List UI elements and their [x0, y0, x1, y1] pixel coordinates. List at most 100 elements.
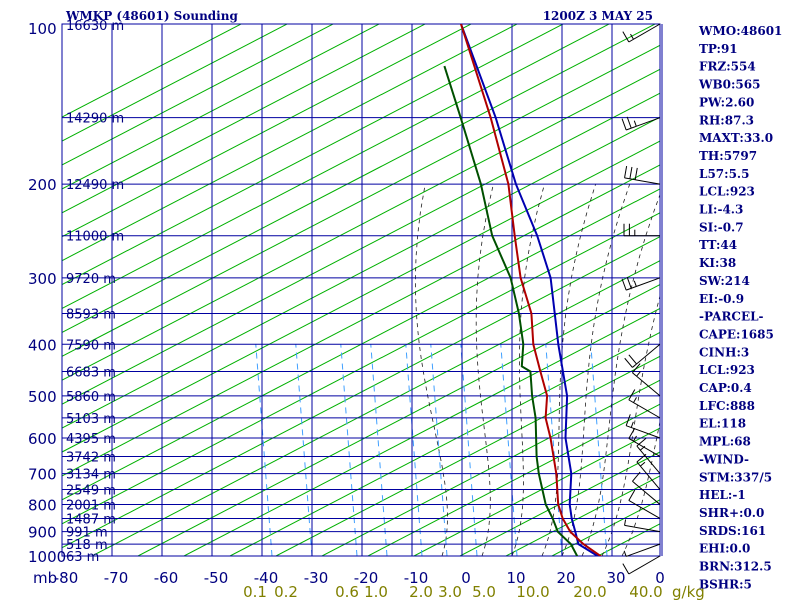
index-label: EL:118: [699, 417, 746, 431]
pressure-unit-label: mb: [33, 569, 57, 587]
height-label: 9720 m: [66, 272, 116, 287]
wind-barb-flag: [628, 489, 636, 501]
dry-adiabat-line: [413, 427, 660, 556]
temperature-tick-label: -10: [404, 569, 429, 587]
temperature-tick-label: 0: [655, 569, 665, 587]
sounding-series: [443, 24, 603, 556]
temperature-tick-label: -60: [154, 569, 179, 587]
dry-adiabat-line: [275, 355, 660, 556]
dry-adiabat-line: [459, 451, 660, 556]
wind-barb-staff: [632, 480, 661, 505]
wind-barb-staff: [632, 372, 661, 397]
index-label: STM:337/5: [699, 470, 772, 484]
wind-barb: [623, 543, 661, 557]
moist-adiabat-line: [414, 184, 448, 556]
wind-barb-staff: [626, 543, 661, 557]
dry-adiabat-line: [62, 236, 660, 549]
wind-barb-flag: [628, 389, 636, 401]
dewpoint-line: [443, 65, 579, 556]
wind-barb-flag: [630, 33, 634, 40]
wind-barb: [624, 343, 661, 368]
wind-barb: [628, 389, 661, 419]
mixing-ratio-tick-label: 0.2: [274, 583, 298, 600]
wind-barb-flag: [636, 371, 641, 377]
wind-barb-flag: [633, 120, 637, 127]
wind-barb-flag: [632, 363, 641, 374]
mixing-ratio-line: [255, 344, 273, 556]
temperature-line: [460, 24, 603, 556]
wind-barb-flag: [629, 166, 633, 179]
wind-barb: [628, 489, 661, 519]
wind-barb-flag: [633, 435, 637, 442]
index-label: -WIND-: [699, 452, 749, 466]
mixing-ratio-tick-label: 3.0: [438, 583, 462, 600]
moist-adiabat-line: [601, 294, 660, 556]
wind-barb: [625, 414, 661, 439]
wind-barb-staff: [636, 445, 661, 474]
wind-barb-flag: [626, 116, 632, 129]
wind-barb: [622, 23, 661, 43]
height-label: 1487 m: [66, 512, 116, 527]
dry-adiabat-line: [62, 24, 657, 333]
index-label: SI:-0.7: [699, 220, 744, 234]
index-label: SHR+:0.0: [699, 506, 764, 520]
pressure-tick-label: 600: [28, 430, 57, 448]
wind-barb-flag: [621, 118, 627, 131]
temperature-tick-label: -30: [304, 569, 329, 587]
dry-adiabat-line: [62, 24, 565, 286]
height-label: 518 m: [66, 538, 108, 553]
dry-adiabat-line: [62, 24, 519, 262]
pressure-tick-label: 100: [28, 20, 57, 38]
mixing-ratio-line: [340, 344, 358, 556]
moist-adiabats: [414, 183, 660, 556]
wind-barb: [628, 427, 661, 457]
temperature-tick-label: 30: [606, 569, 625, 587]
index-label: LFC:888: [699, 399, 755, 413]
dry-adiabat-line: [91, 260, 660, 556]
wind-barb-flag: [640, 461, 646, 467]
temperature-tick-label: 10: [506, 569, 525, 587]
wind-barbs: [621, 23, 661, 575]
height-label: 8593 m: [66, 307, 116, 322]
temperature-tick-label: -70: [104, 569, 129, 587]
mixing-ratio-line: [545, 344, 563, 556]
index-label: RH:87.3: [699, 113, 754, 127]
dry-adiabat-line: [183, 307, 660, 556]
index-label: LI:-4.3: [699, 203, 743, 217]
index-label: LCL:923: [699, 363, 755, 377]
chart-time: 1200Z 3 MAY 25: [543, 9, 653, 23]
height-label: 63 m: [66, 550, 99, 565]
pressure-tick-label: 500: [28, 388, 57, 406]
dry-adiabat-line: [62, 24, 243, 118]
index-label: TT:44: [699, 238, 737, 252]
temperature-tick-label: -20: [354, 569, 379, 587]
moist-adiabat-line: [581, 193, 660, 556]
wind-barb-flag: [624, 519, 627, 526]
mixing-ratio-line: [370, 344, 388, 556]
wind-barb-flag: [623, 550, 627, 557]
index-label: CINH:3: [699, 345, 749, 359]
temperature-tick-label: -40: [254, 569, 279, 587]
wind-barb-flag: [633, 397, 637, 403]
dry-adiabats: [62, 24, 660, 556]
index-label: TH:5797: [699, 149, 757, 163]
index-label: TP:91: [699, 42, 738, 56]
wind-barb-staff: [624, 177, 661, 185]
mixing-ratio-line: [500, 344, 518, 556]
dry-adiabat-line: [137, 283, 660, 556]
height-label: 5103 m: [66, 412, 116, 427]
height-label: 16630 m: [66, 19, 124, 34]
index-label: WB0:565: [698, 78, 760, 92]
wind-barb-staff: [632, 343, 661, 368]
height-label: 7590 m: [66, 338, 116, 353]
dry-adiabat-line: [62, 116, 660, 429]
mixing-ratio-line: [295, 344, 313, 556]
wind-barb-flag: [630, 421, 634, 428]
index-label: KI:38: [699, 256, 736, 270]
dry-adiabat-line: [62, 24, 427, 214]
mixing-ratio-line: [430, 344, 448, 556]
mixing-ratio-lines: [255, 344, 608, 556]
dry-adiabat-line: [62, 44, 660, 357]
